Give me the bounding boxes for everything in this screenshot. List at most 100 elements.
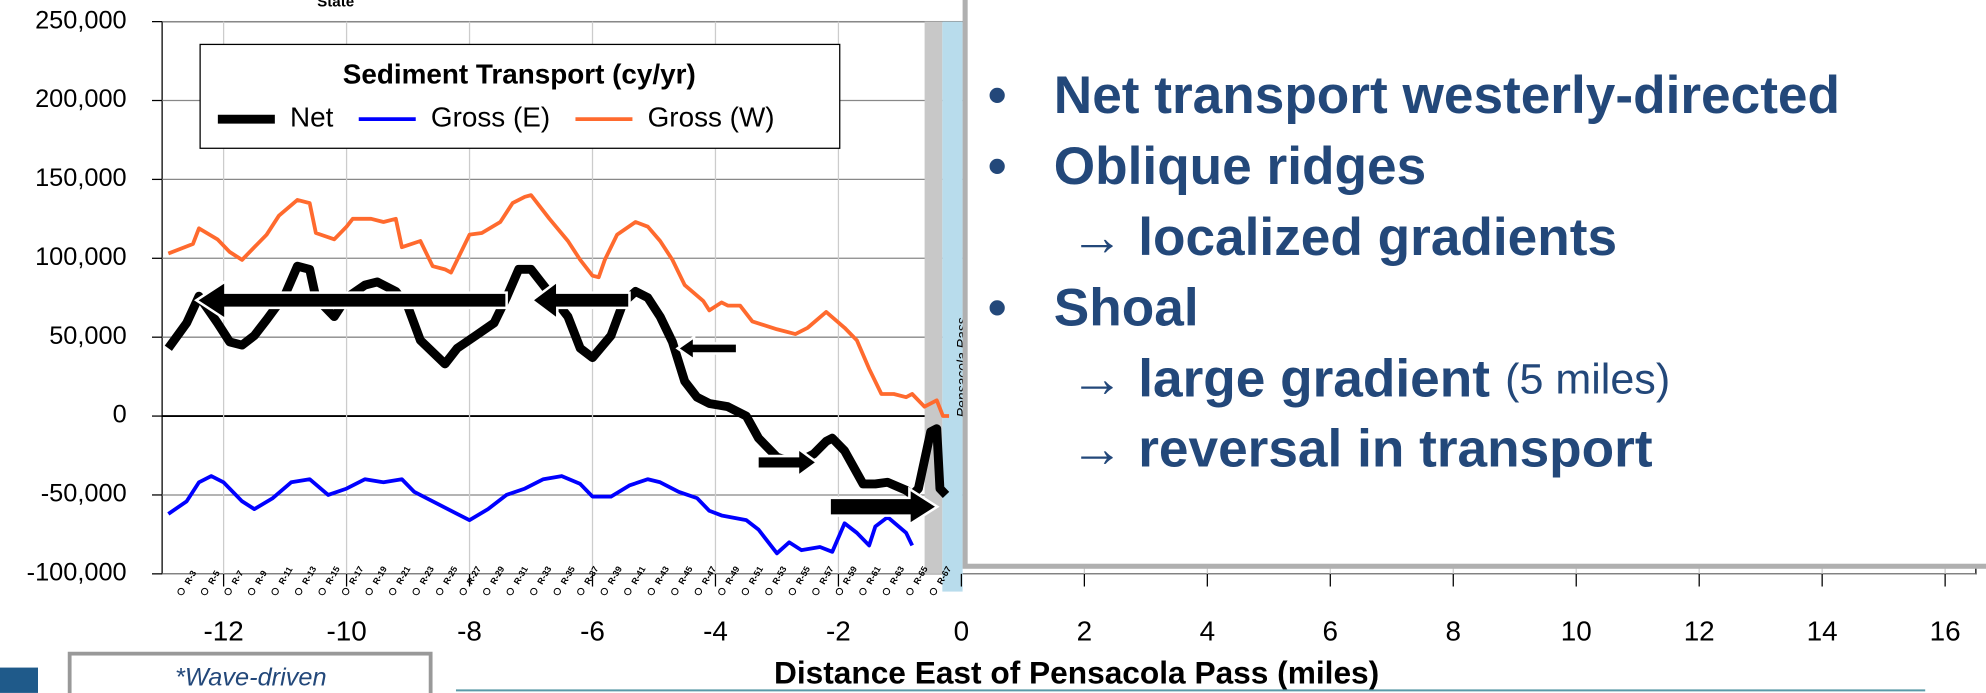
monument-symbol <box>553 587 561 596</box>
x-tick-label: 14 <box>1807 616 1838 647</box>
monument-label: R-5 <box>206 569 222 586</box>
x-tick-label: 10 <box>1561 616 1592 647</box>
monument-label: R-57 <box>817 564 835 586</box>
monument-symbol <box>389 587 397 596</box>
x-axis-title: Distance East of Pensacola Pass (miles) <box>774 655 1379 691</box>
x-tick-label: 6 <box>1323 616 1339 647</box>
sub-bullet-text: → large gradient <box>1070 350 1490 409</box>
monument-label: R-35 <box>559 564 577 586</box>
y-tick-label: 200,000 <box>35 85 127 113</box>
monument-label: R-29 <box>488 564 506 586</box>
bullet-symbol: • <box>988 137 1007 196</box>
x-tick-label: -10 <box>326 616 366 647</box>
y-tick-label: 100,000 <box>35 243 127 271</box>
logo <box>0 667 38 693</box>
y-tick-label: -100,000 <box>27 559 127 587</box>
monument-symbol <box>929 587 938 596</box>
bullet: Shoal <box>1054 279 1199 338</box>
series-line <box>164 261 950 500</box>
footnote-box <box>67 651 433 693</box>
bullet-symbol: • <box>988 66 1007 125</box>
monument-symbol <box>647 587 656 596</box>
legend-label: Net <box>290 102 334 133</box>
monument-symbol <box>859 587 867 596</box>
legend-label: Gross (W) <box>648 102 775 133</box>
pass-shade <box>942 21 963 592</box>
cut-label: State <box>317 0 354 11</box>
monument-symbol <box>530 587 538 596</box>
monument-symbol <box>718 587 726 596</box>
monument-label: R-11 <box>277 565 295 586</box>
bullet-symbol: • <box>988 279 1007 338</box>
monument-symbol <box>247 587 256 596</box>
monument-symbol <box>200 587 209 596</box>
sub-bullet-note: (5 miles) <box>1505 356 1670 404</box>
monument-label: R-3 <box>183 569 199 586</box>
monument-label: R-59 <box>841 564 859 586</box>
x-tick-label: 2 <box>1077 616 1093 647</box>
monument-symbol <box>577 587 585 596</box>
monument-label: R-15 <box>324 564 342 586</box>
monument-symbol <box>342 587 350 596</box>
arrow <box>675 334 739 363</box>
x-tick-label: 4 <box>1200 616 1216 647</box>
legend: Sediment Transport (cy/yr) Net Gross (E) G… <box>199 43 841 149</box>
sub-bullet: → reversal in transport <box>1070 419 1653 478</box>
y-tick-label: 250,000 <box>35 6 127 34</box>
monument-symbol <box>882 587 891 596</box>
monument-label: R-25 <box>441 564 459 586</box>
arrow <box>194 278 508 322</box>
y-tick-label: 150,000 <box>35 164 127 192</box>
monument-symbol <box>788 587 797 596</box>
monument-label: R-39 <box>606 564 624 586</box>
x-tick-label: -12 <box>203 616 243 647</box>
monument-label: R-55 <box>794 564 812 586</box>
monument-symbol <box>741 587 750 596</box>
monument-symbol <box>436 587 444 596</box>
monument-symbol <box>600 587 608 596</box>
monument-symbol <box>671 587 679 596</box>
monument-symbol <box>271 587 279 596</box>
arrow <box>529 278 631 322</box>
monument-symbol <box>624 587 632 596</box>
monument-label: R-43 <box>653 564 671 586</box>
series-line <box>167 474 914 556</box>
sub-bullet: → large gradient (5 miles) <box>1070 350 1670 409</box>
monument-symbol <box>412 587 420 596</box>
arrow <box>756 445 820 479</box>
text-box: • Net transport westerly-directed • Obli… <box>962 0 1986 569</box>
monument-label: R-17 <box>347 564 365 586</box>
x-tick-label: 0 <box>954 616 970 647</box>
legend-label: Gross (E) <box>431 102 550 133</box>
monument-label: R-27 <box>465 564 483 586</box>
monument-label: R-45 <box>676 564 694 586</box>
text-box-frame <box>962 0 1986 569</box>
x-tick-label: 12 <box>1684 616 1715 647</box>
monument-label: R-21 <box>394 564 412 586</box>
arrows <box>194 278 940 527</box>
monument-label: R-49 <box>723 564 741 586</box>
series-line <box>167 193 950 418</box>
monument-symbol <box>295 587 303 596</box>
monument-symbol <box>224 587 232 596</box>
monument-label: R-31 <box>512 564 530 586</box>
monument-symbol <box>318 587 326 596</box>
footnote: *Wave-driven <box>175 664 327 692</box>
x-tick-label: -2 <box>826 616 851 647</box>
monument-symbol <box>506 587 514 596</box>
y-tick-label: -50,000 <box>41 480 127 508</box>
legend-title: Sediment Transport (cy/yr) <box>343 58 696 89</box>
x-tick-label: -4 <box>703 616 728 647</box>
monument-label: R-23 <box>418 564 436 586</box>
monument-label: R-51 <box>747 564 765 586</box>
monument-symbol <box>835 587 844 596</box>
monument-symbol <box>459 587 467 596</box>
bullet: Net transport westerly-directed <box>1054 66 1840 125</box>
y-tick-label: 0 <box>113 401 127 429</box>
monument-label: R-37 <box>582 564 600 586</box>
monument-symbol <box>483 587 491 596</box>
monument-symbol <box>765 587 773 596</box>
arrow <box>828 486 940 527</box>
bullet: Oblique ridges <box>1054 137 1426 196</box>
